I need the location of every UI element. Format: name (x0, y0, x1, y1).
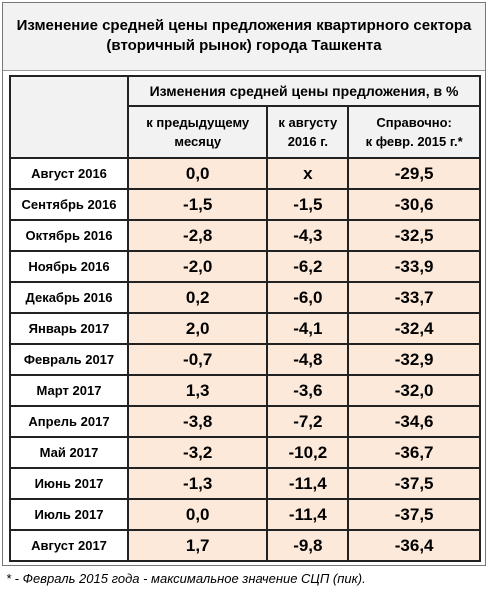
value-cell: -7,2 (266, 405, 350, 438)
value-cell: -32,5 (347, 219, 481, 252)
month-cell: Август 2017 (9, 529, 129, 562)
value-cell: 1,7 (126, 529, 269, 562)
month-cell: Декабрь 2016 (9, 281, 129, 314)
data-row: Август 2016 0,0 x -29,5 (9, 157, 481, 190)
data-row: Ноябрь 2016 -2,0 -6,2 -33,9 (9, 250, 481, 283)
header-row: к предыдущему месяцу к августу 2016 г. Справ… (10, 105, 481, 159)
value-cell: -32,4 (347, 312, 481, 345)
panel: Изменение средней цены предложения кварт… (2, 2, 486, 566)
month-cell: Июнь 2017 (9, 467, 129, 500)
data-row: Апрель 2017 -3,8 -7,2 -34,6 (9, 405, 481, 438)
month-cell: Май 2017 (9, 436, 129, 469)
data-row: Октябрь 2016 -2,8 -4,3 -32,5 (9, 219, 481, 252)
value-cell: 0,0 (126, 157, 269, 190)
value-cell: -10,2 (266, 436, 350, 469)
value-cell: 2,0 (126, 312, 269, 345)
data-row: Февраль 2017 -0,7 -4,8 -32,9 (9, 343, 481, 376)
data-row: Июль 2017 0,0 -11,4 -37,5 (9, 498, 481, 531)
value-cell: 0,2 (126, 281, 269, 314)
data-row: Март 2017 1,3 -3,6 -32,0 (9, 374, 481, 407)
month-cell: Январь 2017 (9, 312, 129, 345)
value-cell: -32,0 (347, 374, 481, 407)
month-cell: Сентябрь 2016 (9, 188, 129, 221)
value-cell: -33,7 (347, 281, 481, 314)
value-cell: -1,5 (126, 188, 269, 221)
column-header-line: к февр. 2015 г.* (365, 134, 463, 149)
value-cell: -1,5 (266, 188, 350, 221)
value-cell: -30,6 (347, 188, 481, 221)
value-cell: -11,4 (266, 467, 350, 500)
month-cell: Апрель 2017 (9, 405, 129, 438)
value-cell: -37,5 (347, 498, 481, 531)
data-row: Сентябрь 2016 -1,5 -1,5 -30,6 (9, 188, 481, 221)
month-cell: Март 2017 (9, 374, 129, 407)
title: Изменение средней цены предложения кварт… (3, 3, 485, 71)
value-cell: -2,8 (126, 219, 269, 252)
value-cell: -3,6 (266, 374, 350, 407)
header-row: Изменения средней цены предложения, в % (9, 75, 481, 159)
data-row: Май 2017 -3,2 -10,2 -36,7 (9, 436, 481, 469)
value-cell: -36,7 (347, 436, 481, 469)
title-line: (вторичный рынок) города Ташкента (106, 37, 382, 54)
value-cell: -36,4 (347, 529, 481, 562)
month-cell: Июль 2017 (9, 498, 129, 531)
title-line: Изменение средней цены предложения кварт… (16, 17, 472, 34)
value-cell: -9,8 (266, 529, 350, 562)
corner-cell (9, 75, 129, 159)
value-cell: 0,0 (126, 498, 269, 531)
value-cell: -34,6 (347, 405, 481, 438)
value-cell: -6,2 (266, 250, 350, 283)
column-header: к предыдущему месяцу (126, 105, 269, 159)
value-cell: 1,3 (126, 374, 269, 407)
value-cell: -4,8 (266, 343, 350, 376)
table-body: Изменения средней цены предложения, в % … (9, 75, 481, 562)
month-cell: Ноябрь 2016 (9, 250, 129, 283)
column-header-line: 2016 г. (287, 134, 328, 149)
value-cell: -4,3 (266, 219, 350, 252)
value-cell: -1,3 (126, 467, 269, 500)
column-header: Справочно: к февр. 2015 г.* (347, 105, 481, 159)
column-header-line: месяцу (174, 134, 222, 149)
value-cell: -6,0 (266, 281, 350, 314)
value-cell: -0,7 (126, 343, 269, 376)
table: Изменения средней цены предложения, в % … (9, 75, 481, 562)
value-cell: -3,2 (126, 436, 269, 469)
column-header-line: к августу (278, 115, 338, 130)
value-cell: -32,9 (347, 343, 481, 376)
value-cell: -11,4 (266, 498, 350, 531)
footnote: * - Февраль 2015 года - максимальное зна… (6, 571, 366, 586)
month-cell: Февраль 2017 (9, 343, 129, 376)
value-cell: -37,5 (347, 467, 481, 500)
month-cell: Октябрь 2016 (9, 219, 129, 252)
group-header: Изменения средней цены предложения, в % (127, 75, 481, 107)
month-cell: Август 2016 (9, 157, 129, 190)
data-row: Июнь 2017 -1,3 -11,4 -37,5 (9, 467, 481, 500)
column-header-line: Справочно: (376, 115, 452, 130)
value-cell: x (266, 157, 350, 190)
value-cell: -29,5 (347, 157, 481, 190)
column-header-line: к предыдущему (146, 115, 250, 130)
value-cell: -33,9 (347, 250, 481, 283)
data-row: Январь 2017 2,0 -4,1 -32,4 (9, 312, 481, 345)
column-header: к августу 2016 г. (266, 105, 350, 159)
data-row: Декабрь 2016 0,2 -6,0 -33,7 (9, 281, 481, 314)
value-cell: -4,1 (266, 312, 350, 345)
value-cell: -3,8 (126, 405, 269, 438)
value-cell: -2,0 (126, 250, 269, 283)
data-row: Август 2017 1,7 -9,8 -36,4 (9, 529, 481, 562)
